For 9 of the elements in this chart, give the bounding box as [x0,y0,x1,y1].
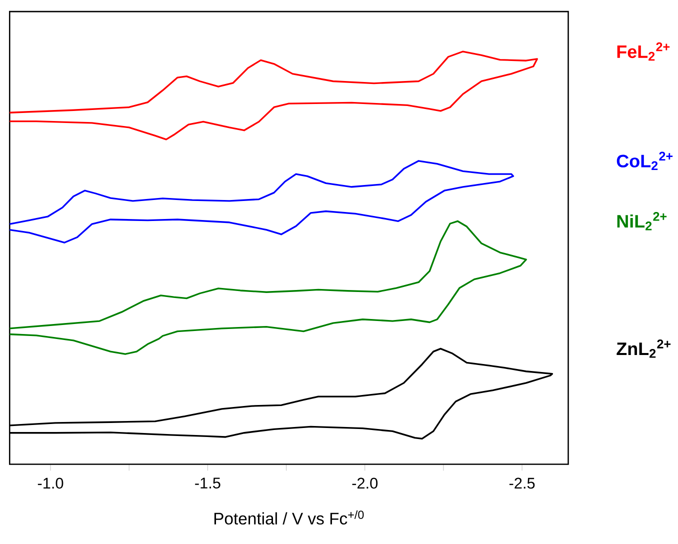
x-axis-title: Potential / V vs Fc$^{+/0}$ [214,510,364,524]
x-tick-label: -2.5 [509,478,535,489]
x-tick-label: -2.0 [352,478,378,489]
text: CoL$_{2}$2+ [616,152,673,170]
text: NiL$_{2}$2+ [617,212,667,230]
text: FeL$_{2}$2+ [617,42,670,61]
x-tick-label: -1.0 [38,478,64,489]
x-tick-label: -1.5 [195,478,220,488]
text: ZnL$_{2}$2+ [616,339,671,358]
